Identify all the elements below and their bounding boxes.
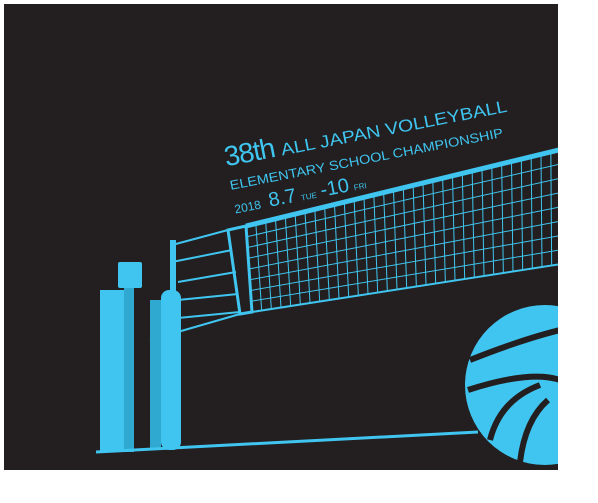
net (245, 147, 572, 313)
net-line (248, 206, 558, 270)
illustration (95, 147, 572, 465)
net-band (226, 224, 254, 316)
end-day: FRI (353, 181, 367, 192)
event-dates: 2018 8.7 TUE -10 FRI (232, 171, 368, 218)
ball (465, 297, 558, 465)
end-date: -10 (318, 175, 351, 202)
start-day: TUE (300, 191, 317, 203)
net-line (247, 178, 558, 248)
net-line (249, 221, 558, 281)
net-line (251, 263, 558, 313)
ground-line (95, 430, 479, 454)
net-line (248, 192, 558, 259)
net-line (561, 150, 562, 264)
net-line (245, 147, 558, 229)
posts (100, 240, 181, 452)
net-line (250, 235, 558, 291)
year: 2018 (233, 198, 262, 217)
net-line (246, 163, 558, 238)
net-line (251, 249, 558, 302)
start-date: 8.7 (267, 185, 298, 212)
net-line (571, 147, 572, 262)
